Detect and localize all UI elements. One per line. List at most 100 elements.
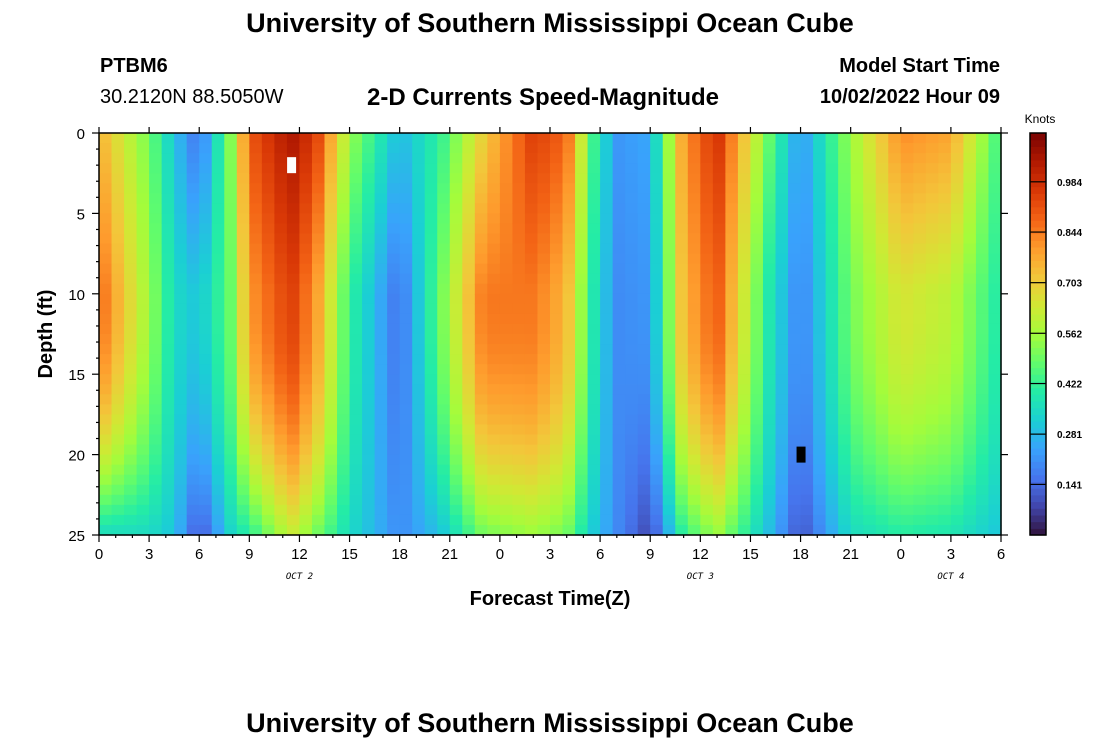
heatmap-cell xyxy=(850,163,864,174)
heatmap-cell xyxy=(136,364,150,375)
heatmap-cell xyxy=(474,283,488,295)
heatmap-cell xyxy=(788,484,802,496)
heatmap-cell xyxy=(637,384,651,395)
heatmap-cell xyxy=(675,163,689,174)
heatmap-cell xyxy=(675,243,689,255)
heatmap-cell xyxy=(988,233,1002,245)
heatmap-cell xyxy=(537,484,551,496)
heatmap-cell xyxy=(449,464,463,476)
heatmap-cell xyxy=(412,213,426,225)
colorbar-segment xyxy=(1030,447,1046,456)
heatmap-cell xyxy=(424,233,438,245)
heatmap-cell xyxy=(136,484,150,496)
heatmap-cell xyxy=(775,354,789,365)
heatmap-cell xyxy=(600,173,614,184)
heatmap-cell xyxy=(925,344,939,355)
heatmap-cell xyxy=(299,323,313,335)
heatmap-cell xyxy=(311,474,326,486)
heatmap-cell xyxy=(788,334,802,345)
heatmap-cell xyxy=(174,354,188,365)
heatmap-cell xyxy=(687,133,701,144)
heatmap-cell xyxy=(988,273,1002,285)
heatmap-cell xyxy=(975,243,990,255)
heatmap-cell xyxy=(700,454,714,466)
heatmap-cell xyxy=(838,374,852,385)
heatmap-cell xyxy=(487,213,501,225)
heatmap-cell xyxy=(274,524,288,536)
heatmap-cell xyxy=(575,193,589,204)
heatmap-cell xyxy=(124,404,138,415)
heatmap-cell xyxy=(838,354,852,365)
heatmap-cell xyxy=(224,303,238,315)
heatmap-cell xyxy=(700,514,714,526)
heatmap-cell xyxy=(299,193,313,204)
heatmap-cell xyxy=(211,193,225,204)
heatmap-cell xyxy=(675,494,689,506)
heatmap-cell xyxy=(587,334,601,345)
heatmap-cell xyxy=(813,233,827,245)
heatmap-cell xyxy=(700,203,714,214)
heatmap-cell xyxy=(825,203,839,214)
heatmap-cell xyxy=(875,233,889,245)
heatmap-cell xyxy=(524,464,539,476)
heatmap-cell xyxy=(274,253,288,265)
heatmap-cell xyxy=(437,444,451,456)
heatmap-cell xyxy=(762,464,777,476)
heatmap-cell xyxy=(900,173,914,184)
heatmap-cell xyxy=(199,334,213,345)
heatmap-cell xyxy=(99,344,113,355)
heatmap-cell xyxy=(775,273,789,285)
heatmap-cell xyxy=(712,213,726,225)
heatmap-cell xyxy=(474,223,488,235)
heatmap-cell xyxy=(437,173,451,184)
heatmap-cell xyxy=(612,454,626,466)
heatmap-cell xyxy=(550,253,564,265)
heatmap-cell xyxy=(474,183,488,194)
heatmap-cell xyxy=(737,474,752,486)
heatmap-cell xyxy=(524,243,539,255)
heatmap-cell xyxy=(737,253,752,265)
heatmap-cell xyxy=(199,183,213,194)
heatmap-cell xyxy=(963,524,977,536)
heatmap-cell xyxy=(550,243,564,255)
heatmap-cell xyxy=(838,454,852,466)
heatmap-cell xyxy=(963,394,977,405)
heatmap-cell xyxy=(512,394,526,405)
heatmap-cell xyxy=(211,223,225,235)
heatmap-cell xyxy=(600,153,614,164)
heatmap-cell xyxy=(399,303,413,315)
heatmap-cell xyxy=(537,223,551,235)
heatmap-cell xyxy=(111,133,125,144)
heatmap-cell xyxy=(725,404,739,415)
heatmap-cell xyxy=(900,263,914,275)
heatmap-cell xyxy=(387,173,401,184)
heatmap-cell xyxy=(938,334,952,345)
heatmap-cell xyxy=(938,193,952,204)
heatmap-cell xyxy=(750,153,764,164)
heatmap-cell xyxy=(913,444,927,456)
heatmap-cell xyxy=(762,133,777,144)
heatmap-cell xyxy=(687,474,701,486)
heatmap-cell xyxy=(149,404,163,415)
heatmap-cell xyxy=(587,233,601,245)
heatmap-cell xyxy=(186,163,200,174)
heatmap-cell xyxy=(762,203,777,214)
heatmap-cell xyxy=(274,514,288,526)
heatmap-cell xyxy=(349,424,363,436)
heatmap-cell xyxy=(311,183,326,194)
heatmap-cell xyxy=(349,444,363,456)
heatmap-cell xyxy=(299,273,313,285)
heatmap-cell xyxy=(888,454,902,466)
heatmap-cell xyxy=(299,303,313,315)
x-tick-label: 15 xyxy=(341,546,358,563)
heatmap-cell xyxy=(975,434,990,446)
heatmap-cell xyxy=(925,524,939,536)
heatmap-cell xyxy=(687,334,701,345)
heatmap-cell xyxy=(437,494,451,506)
heatmap-cell xyxy=(712,193,726,204)
heatmap-cell xyxy=(737,143,752,154)
heatmap-cell xyxy=(788,514,802,526)
heatmap-cell xyxy=(662,243,676,255)
heatmap-cell xyxy=(362,514,376,526)
heatmap-cell xyxy=(224,454,238,466)
